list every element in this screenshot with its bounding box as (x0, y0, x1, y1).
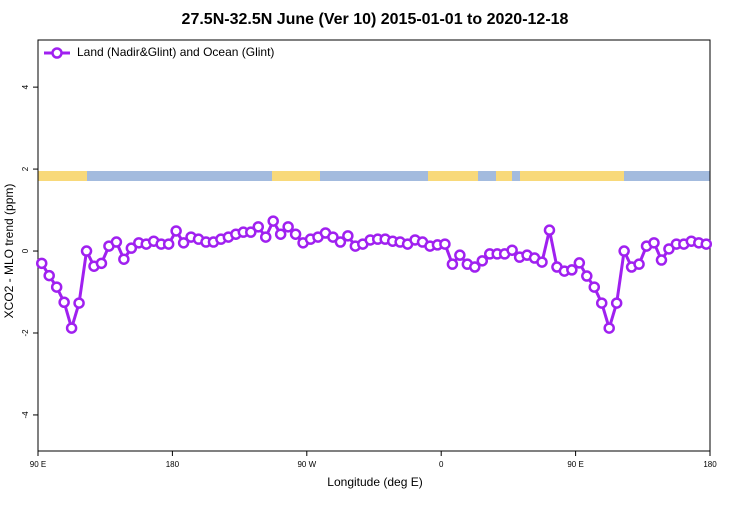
point (162, 238, 175, 250)
point (566, 264, 578, 276)
point (573, 257, 586, 269)
land-band (272, 171, 320, 181)
point (595, 297, 608, 309)
point (289, 228, 302, 240)
point (73, 297, 85, 309)
point (700, 238, 713, 250)
x-tick-label: 90 E (30, 460, 46, 469)
point (80, 245, 93, 257)
point (95, 257, 108, 270)
point (342, 230, 354, 242)
point (655, 254, 668, 266)
land-band (520, 171, 624, 181)
x-tick-label: 90 E (567, 460, 583, 469)
point (252, 221, 265, 233)
point (334, 236, 347, 248)
point (439, 238, 451, 250)
point (588, 281, 601, 293)
point (267, 215, 279, 227)
point (274, 228, 287, 240)
point (536, 256, 548, 268)
point (454, 249, 466, 261)
point (581, 270, 593, 282)
land-band (496, 171, 512, 181)
land-band (38, 171, 87, 181)
point (259, 231, 272, 243)
point (177, 237, 190, 249)
x-tick-label: 180 (166, 460, 180, 469)
point (469, 261, 481, 273)
point (50, 281, 63, 293)
point (648, 237, 660, 249)
point (543, 224, 556, 236)
legend-marker (51, 47, 63, 59)
point (58, 296, 70, 309)
point (35, 257, 48, 270)
ocean-band (38, 171, 710, 181)
y-tick-label: -4 (21, 411, 30, 419)
point (603, 322, 615, 334)
point (476, 255, 489, 267)
point (618, 245, 630, 257)
y-tick-label: 2 (21, 166, 30, 171)
point (170, 225, 182, 237)
point (118, 253, 130, 265)
y-axis-label: XCO2 - MLO trend (ppm) (2, 184, 16, 319)
x-axis-label: Longitude (deg E) (327, 475, 422, 489)
point (245, 226, 257, 238)
x-tick-label: 0 (439, 460, 444, 469)
x-tick-label: 90 W (297, 460, 316, 469)
y-tick-label: 4 (21, 84, 30, 89)
land-band (428, 171, 478, 181)
point (633, 258, 645, 270)
point (446, 258, 459, 270)
point (506, 244, 518, 256)
x-tick-label: 180 (703, 460, 717, 469)
point (125, 242, 138, 254)
surface-strip (38, 171, 710, 181)
point (110, 236, 123, 248)
point (43, 269, 55, 282)
y-tick-label: 0 (21, 248, 30, 253)
y-tick-label: -2 (21, 329, 30, 337)
point (610, 297, 623, 309)
legend-label: Land (Nadir&Glint) and Ocean (Glint) (77, 45, 274, 59)
point (282, 221, 294, 233)
point (65, 322, 78, 334)
chart-title: 27.5N-32.5N June (Ver 10) 2015-01-01 to … (182, 11, 569, 28)
